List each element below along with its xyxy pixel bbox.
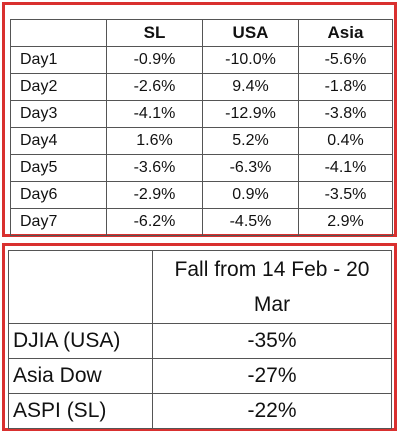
row-label: Day6: [10, 181, 107, 209]
header-usa: USA: [202, 19, 299, 47]
table-row: Day5 -3.6% -6.3% -4.1%: [10, 154, 393, 182]
cell-sl: -4.1%: [106, 100, 203, 128]
cell-asia: -4.1%: [298, 154, 393, 182]
fall-value: -35%: [152, 323, 392, 359]
header-sl: SL: [106, 19, 203, 47]
cell-usa: 0.9%: [202, 181, 299, 209]
cell-usa: -6.3%: [202, 154, 299, 182]
cell-asia: -1.8%: [298, 73, 393, 101]
table-header-row: SL USA Asia: [10, 19, 393, 47]
cell-usa: -12.9%: [202, 100, 299, 128]
cell-usa: -10.0%: [202, 46, 299, 74]
cell-sl: -6.2%: [106, 208, 203, 236]
table-row: Asia Dow -27%: [8, 358, 392, 394]
row-label: Day2: [10, 73, 107, 101]
period-fall-panel: Fall from 14 Feb - 20 Mar DJIA (USA) -35…: [2, 243, 397, 431]
cell-asia: 2.9%: [298, 208, 393, 236]
cell-sl: -0.9%: [106, 46, 203, 74]
table-header-row: Fall from 14 Feb - 20 Mar: [8, 250, 392, 324]
fall-value: -27%: [152, 358, 392, 394]
daily-changes-panel: SL USA Asia Day1 -0.9% -10.0% -5.6% Day2…: [2, 2, 397, 237]
index-label: DJIA (USA): [8, 323, 153, 359]
row-label: Day3: [10, 100, 107, 128]
table-row: ASPI (SL) -22%: [8, 393, 392, 429]
cell-usa: 9.4%: [202, 73, 299, 101]
cell-asia: 0.4%: [298, 127, 393, 155]
cell-asia: -3.8%: [298, 100, 393, 128]
row-label: Day1: [10, 46, 107, 74]
cell-usa: -4.5%: [202, 208, 299, 236]
row-label: Day5: [10, 154, 107, 182]
fall-period-header: Fall from 14 Feb - 20 Mar: [152, 250, 392, 324]
period-fall-table: Fall from 14 Feb - 20 Mar DJIA (USA) -35…: [8, 250, 392, 429]
table-row: Day7 -6.2% -4.5% 2.9%: [10, 208, 393, 236]
cell-sl: -3.6%: [106, 154, 203, 182]
index-label: Asia Dow: [8, 358, 153, 394]
fall-value: -22%: [152, 393, 392, 429]
row-label: Day4: [10, 127, 107, 155]
table-row: DJIA (USA) -35%: [8, 323, 392, 359]
daily-changes-table: SL USA Asia Day1 -0.9% -10.0% -5.6% Day2…: [10, 19, 393, 236]
row-label: Day7: [10, 208, 107, 236]
cell-asia: -3.5%: [298, 181, 393, 209]
table-row: Day6 -2.9% 0.9% -3.5%: [10, 181, 393, 209]
cell-sl: 1.6%: [106, 127, 203, 155]
cell-sl: -2.6%: [106, 73, 203, 101]
table-row: Day2 -2.6% 9.4% -1.8%: [10, 73, 393, 101]
cell-asia: -5.6%: [298, 46, 393, 74]
table-row: Day1 -0.9% -10.0% -5.6%: [10, 46, 393, 74]
cell-usa: 5.2%: [202, 127, 299, 155]
cell-sl: -2.9%: [106, 181, 203, 209]
table-row: Day3 -4.1% -12.9% -3.8%: [10, 100, 393, 128]
table-row: Day4 1.6% 5.2% 0.4%: [10, 127, 393, 155]
header-empty-cell: [10, 19, 107, 47]
header-asia: Asia: [298, 19, 393, 47]
index-label: ASPI (SL): [8, 393, 153, 429]
header-empty-cell: [8, 250, 153, 324]
